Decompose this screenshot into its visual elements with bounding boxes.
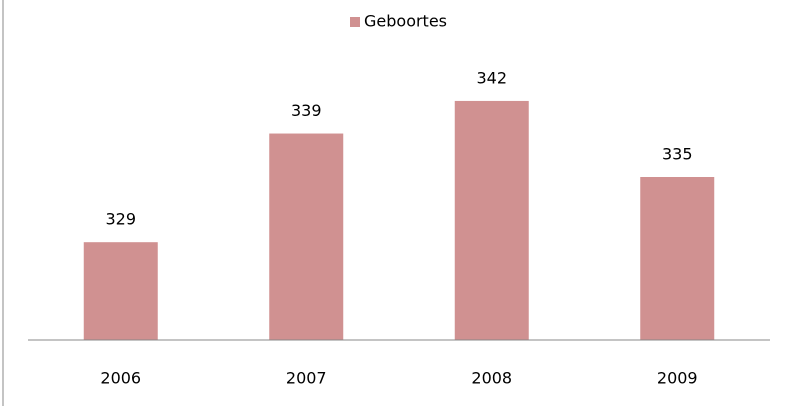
bar — [454, 100, 529, 340]
value-label: 329 — [105, 210, 136, 229]
value-label: 342 — [476, 68, 507, 87]
bar — [83, 242, 158, 340]
value-label: 339 — [291, 101, 322, 120]
legend-label: Geboortes — [364, 12, 447, 31]
x-tick-label: 2008 — [471, 369, 512, 388]
value-label: 335 — [662, 145, 693, 164]
legend-swatch — [350, 17, 360, 27]
x-tick-label: 2007 — [286, 369, 327, 388]
bar — [640, 177, 715, 340]
x-tick-label: 2009 — [657, 369, 698, 388]
bar — [269, 133, 344, 340]
x-tick-label: 2006 — [100, 369, 141, 388]
